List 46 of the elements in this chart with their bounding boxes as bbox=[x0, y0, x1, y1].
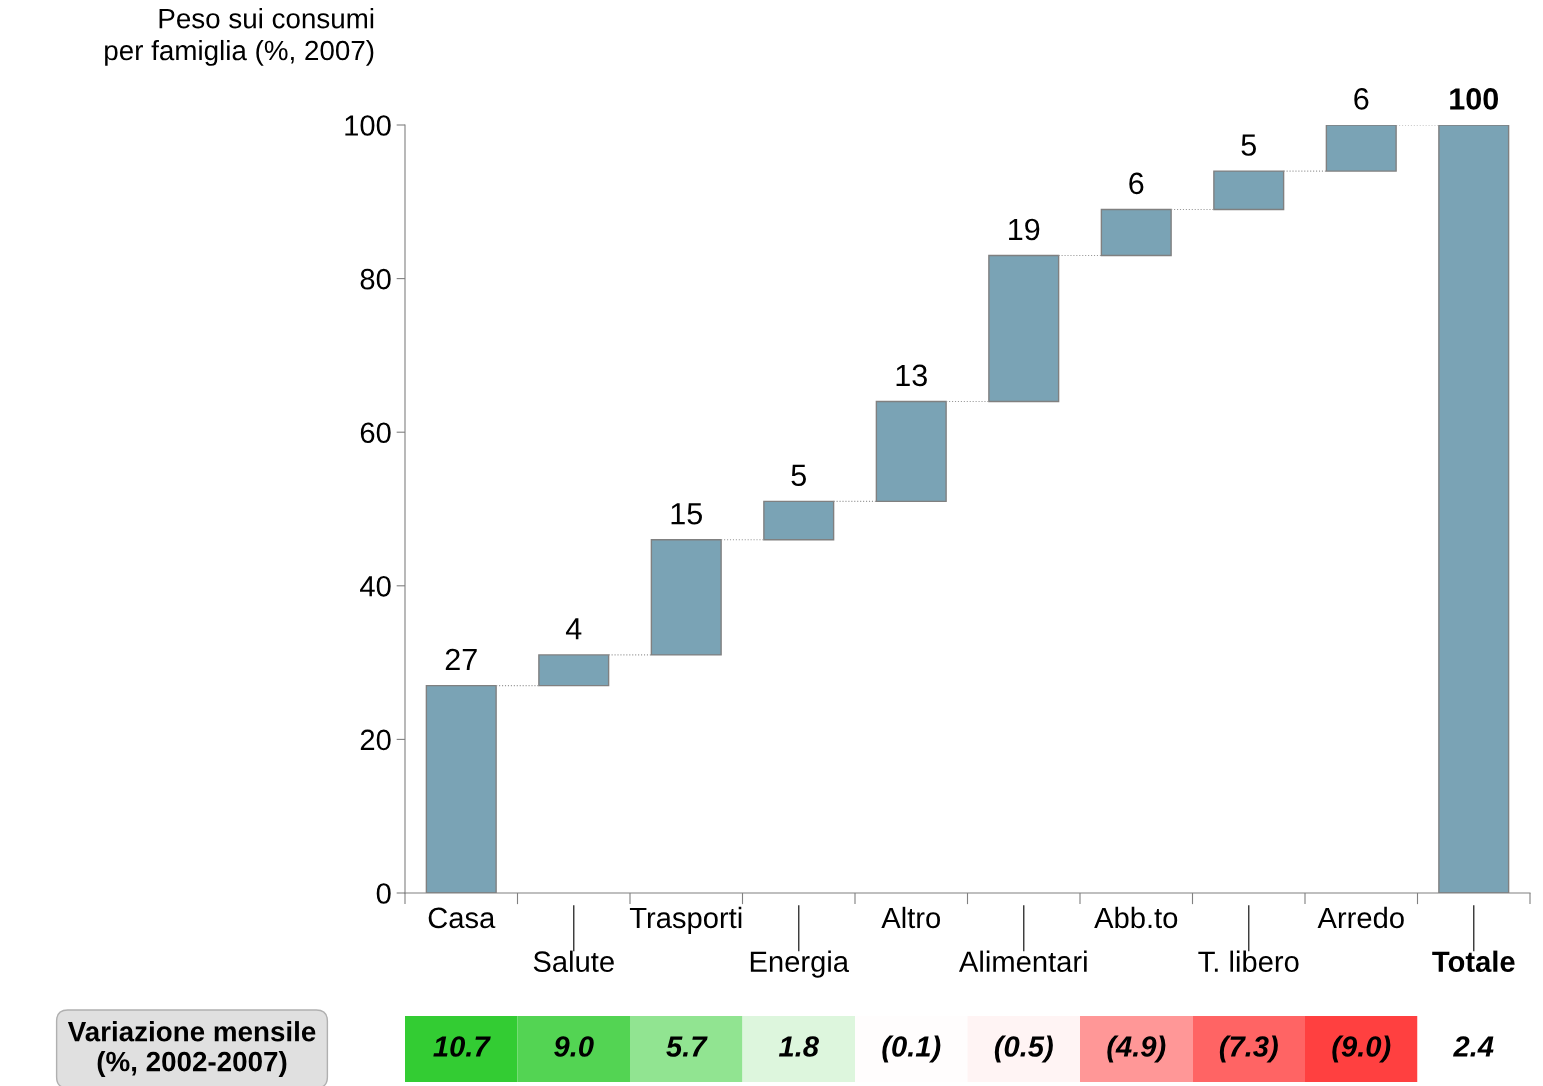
x-tick-label: T. libero bbox=[1198, 950, 1299, 973]
data-label: 5.7 bbox=[666, 1036, 708, 1057]
data-label: 13 bbox=[896, 364, 927, 387]
bar bbox=[1213, 170, 1285, 211]
bar bbox=[875, 400, 947, 503]
x-tick-label: Abb.to bbox=[1094, 906, 1178, 929]
y-tick-label: 20 bbox=[360, 729, 391, 751]
data-label: 6 bbox=[1129, 172, 1144, 195]
x-tick-label: Totale bbox=[1432, 950, 1515, 973]
bar bbox=[538, 654, 610, 687]
data-label: 1.8 bbox=[778, 1036, 819, 1057]
data-label: 15 bbox=[671, 503, 702, 525]
x-tick-label: Casa bbox=[428, 907, 496, 929]
y-tick-label: 40 bbox=[360, 576, 391, 597]
data-label: (7.3) bbox=[1219, 1035, 1278, 1063]
bar bbox=[650, 539, 722, 656]
x-tick-label: Arredo bbox=[1317, 906, 1404, 929]
data-label: 100 bbox=[1450, 88, 1498, 110]
data-label: (0.1) bbox=[882, 1035, 941, 1063]
x-tick-label: Alimentari bbox=[958, 950, 1087, 973]
bar bbox=[988, 254, 1060, 403]
data-label: 9.0 bbox=[554, 1036, 594, 1057]
data-label: 19 bbox=[1009, 218, 1040, 241]
data-label: (0.5) bbox=[994, 1035, 1053, 1063]
x-tick-label: Energia bbox=[750, 950, 850, 978]
data-label: (4.9) bbox=[1107, 1035, 1166, 1063]
data-label: 5 bbox=[791, 464, 806, 487]
x-tick-label: Salute bbox=[533, 950, 614, 973]
y-tick-label: 60 bbox=[360, 422, 391, 444]
data-label: 4 bbox=[565, 618, 582, 640]
x-tick-label: Trasporti bbox=[629, 906, 742, 935]
data-label: 27 bbox=[445, 648, 477, 671]
text: 2.4 bbox=[1453, 1036, 1494, 1057]
x-tick-label: Altro bbox=[881, 906, 941, 929]
y-tick-label: 100 bbox=[345, 115, 391, 136]
data-label: 6 bbox=[1354, 88, 1369, 110]
y-tick-label: Variazione mensile (%, 2002-2007) bbox=[67, 1021, 316, 1077]
bar bbox=[763, 500, 835, 541]
y-axis-title: Peso sui consumi per famiglia (%, 2007) bbox=[105, 8, 374, 66]
bar bbox=[1100, 208, 1172, 257]
y-tick-label: 80 bbox=[360, 268, 391, 290]
data-label: (9.0) bbox=[1332, 1035, 1391, 1063]
bar bbox=[1325, 125, 1397, 172]
y-tick-label: 0 bbox=[376, 883, 391, 904]
data-label: 5 bbox=[1241, 134, 1256, 156]
data-label: 10.7 bbox=[433, 1036, 491, 1057]
